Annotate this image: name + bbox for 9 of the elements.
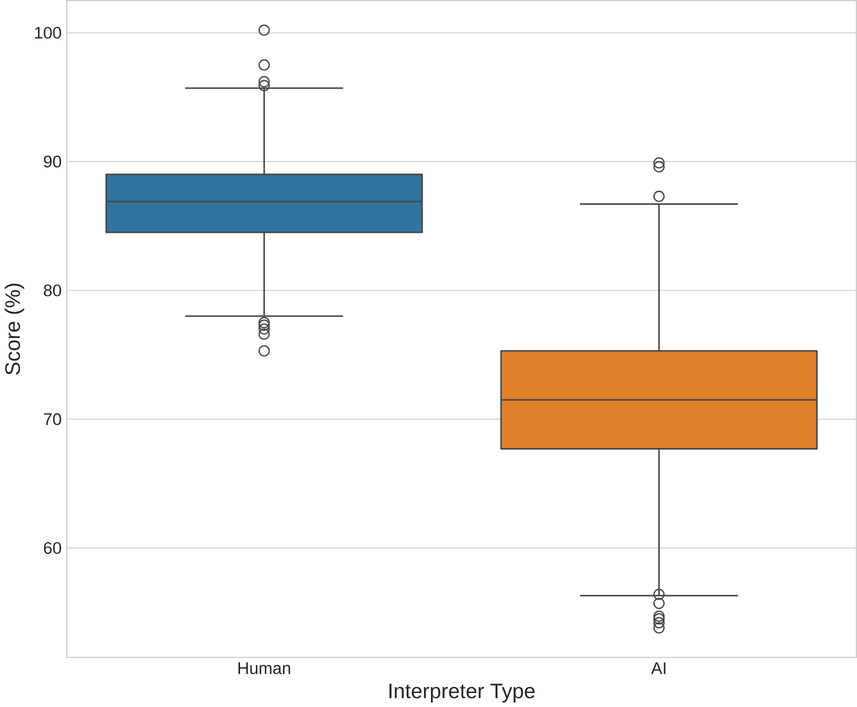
x-axis-title: Interpreter Type xyxy=(390,684,535,702)
y-tick-label: 80 xyxy=(44,284,62,296)
y-tick-label: 100 xyxy=(35,26,62,39)
y-tick-label: 60 xyxy=(44,542,62,554)
x-tick-label: Human xyxy=(238,662,290,674)
y-tick-label: 90 xyxy=(44,156,62,168)
y-tick-label: 70 xyxy=(44,413,62,426)
y-axis-title: Score (%) xyxy=(4,284,24,375)
x-tick-label: AI xyxy=(651,662,666,674)
